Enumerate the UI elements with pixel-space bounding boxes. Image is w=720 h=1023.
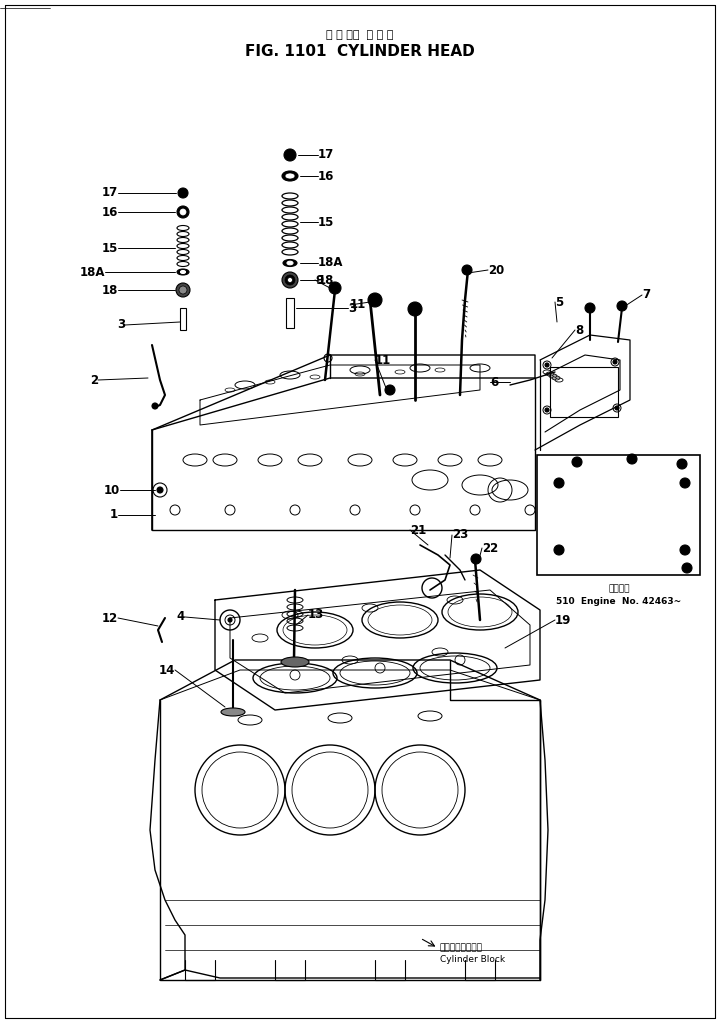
Text: 4: 4 [176,611,185,623]
Circle shape [462,265,472,275]
Text: Cylinder Block: Cylinder Block [440,955,505,965]
Circle shape [572,457,582,468]
Text: 15: 15 [102,241,118,255]
Text: 6: 6 [490,375,498,389]
Circle shape [617,301,627,311]
Text: 適用号稺: 適用号稺 [608,584,630,593]
Circle shape [228,618,232,622]
Text: 20: 20 [488,264,504,276]
Circle shape [613,360,617,364]
Text: FIG. 1101  CYLINDER HEAD: FIG. 1101 CYLINDER HEAD [245,44,475,59]
Text: 17: 17 [102,186,118,199]
Circle shape [682,563,692,573]
Circle shape [615,406,619,410]
Bar [550,367,618,417]
Text: 18A: 18A [318,257,343,269]
Text: 8: 8 [575,323,583,337]
Text: 13: 13 [308,609,324,622]
Text: 11: 11 [375,354,391,366]
Text: シリンダブロック: シリンダブロック [440,943,483,952]
Circle shape [287,277,292,282]
Text: 510  Engine  No. 42463~: 510 Engine No. 42463~ [557,597,682,607]
Text: 8: 8 [546,480,552,490]
Circle shape [554,545,564,555]
Text: 10: 10 [104,484,120,496]
Circle shape [385,385,395,395]
Ellipse shape [285,173,295,179]
Text: 7A: 7A [682,555,696,565]
Circle shape [680,545,690,555]
Text: シ リ ンダ  ヘ ッ ド: シ リ ンダ ヘ ッ ド [326,30,394,40]
Text: 11: 11 [350,299,366,311]
Circle shape [677,459,687,469]
Circle shape [545,363,549,367]
Circle shape [284,149,296,161]
Bar [537,455,700,575]
Circle shape [329,282,341,294]
Circle shape [179,286,187,294]
Text: 16: 16 [102,206,118,219]
Ellipse shape [281,657,309,667]
Text: 14: 14 [158,664,175,676]
Ellipse shape [181,270,186,273]
Text: 9: 9 [315,273,323,286]
Text: 7: 7 [642,288,650,302]
Ellipse shape [287,261,293,265]
Ellipse shape [221,708,245,716]
Text: 8: 8 [692,543,699,553]
Circle shape [408,302,422,316]
Circle shape [585,303,595,313]
Circle shape [177,206,189,218]
Text: 8: 8 [546,547,552,557]
Circle shape [285,275,295,285]
Text: 5A: 5A [685,455,699,465]
Circle shape [152,403,158,409]
Text: 3: 3 [348,302,356,314]
Circle shape [282,272,298,288]
Circle shape [176,283,190,297]
Text: 15: 15 [318,216,334,228]
Text: 5: 5 [562,458,568,468]
Circle shape [471,554,481,564]
Circle shape [180,209,186,215]
Text: 18A: 18A [79,266,105,278]
Text: 2: 2 [90,373,98,387]
Circle shape [157,487,163,493]
Circle shape [545,408,549,412]
Bar [286,298,294,328]
Circle shape [368,293,382,307]
Text: 18: 18 [102,283,118,297]
Text: 16: 16 [318,170,334,182]
Text: 19: 19 [555,614,572,626]
Circle shape [627,454,637,464]
Text: 7: 7 [616,455,622,465]
Text: 18: 18 [318,273,334,286]
Text: 1: 1 [110,508,118,522]
Text: 21: 21 [410,524,426,536]
Ellipse shape [282,171,298,181]
Bar [180,308,186,330]
Circle shape [178,188,188,198]
Text: 23: 23 [452,529,468,541]
Circle shape [554,478,564,488]
Text: 5: 5 [555,296,563,309]
Text: 3: 3 [117,318,125,331]
Text: 17: 17 [318,148,334,162]
Ellipse shape [177,269,189,275]
Ellipse shape [283,260,297,267]
Text: 22: 22 [482,541,498,554]
Text: 12: 12 [102,612,118,624]
Circle shape [680,478,690,488]
